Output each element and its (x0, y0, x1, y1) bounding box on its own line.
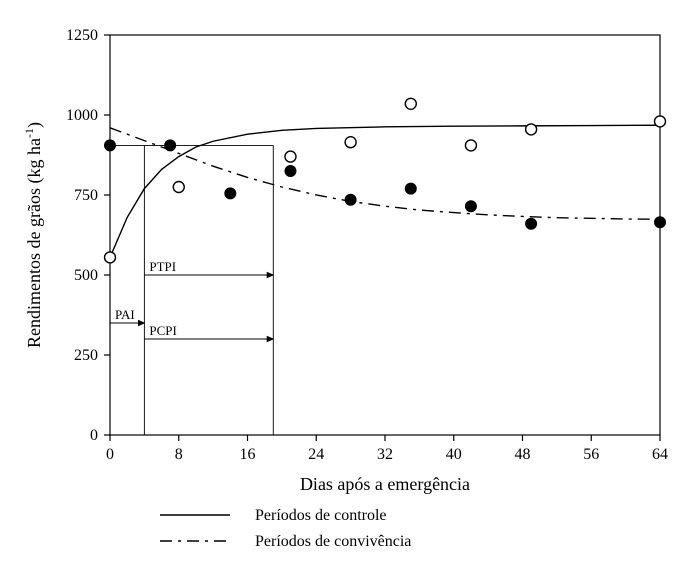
x-tick-label: 24 (308, 446, 324, 463)
marker-open (105, 252, 116, 263)
legend-label-1: Períodos de convivência (255, 533, 411, 550)
y-tick-label: 500 (74, 267, 98, 284)
y-axis-label: Rendimentos de grãos (kg ha-1) (22, 122, 45, 348)
x-tick-label: 40 (446, 446, 462, 463)
pai-label: PAI (115, 307, 135, 322)
ptpi-label: PTPI (149, 259, 176, 274)
marker-filled (526, 218, 537, 229)
x-tick-label: 64 (652, 446, 668, 463)
y-tick-label: 750 (74, 187, 98, 204)
marker-filled (105, 140, 116, 151)
x-axis-label: Dias após a emergência (300, 474, 470, 494)
marker-filled (405, 183, 416, 194)
x-tick-label: 16 (240, 446, 256, 463)
curve-convivencia (110, 128, 660, 220)
marker-filled (465, 201, 476, 212)
marker-filled (655, 217, 666, 228)
x-tick-label: 32 (377, 446, 393, 463)
x-tick-label: 0 (106, 446, 114, 463)
marker-filled (225, 188, 236, 199)
x-tick-label: 8 (175, 446, 183, 463)
y-tick-label: 1000 (66, 107, 98, 124)
marker-open (465, 140, 476, 151)
marker-open (285, 151, 296, 162)
marker-open (526, 124, 537, 135)
y-tick-label: 0 (90, 427, 98, 444)
marker-filled (285, 166, 296, 177)
x-tick-label: 48 (515, 446, 531, 463)
y-tick-label: 1250 (66, 27, 98, 44)
x-tick-label: 56 (583, 446, 599, 463)
marker-open (345, 137, 356, 148)
y-tick-label: 250 (74, 347, 98, 364)
marker-filled (165, 140, 176, 151)
marker-open (405, 98, 416, 109)
chart-svg: 0 8 16 24 32 40 48 56 64 0 250 500 750 1000 1250 Dias a… (0, 0, 696, 572)
pcpi-label: PCPI (149, 323, 176, 338)
legend-label-0: Períodos de controle (255, 507, 387, 524)
marker-filled (345, 194, 356, 205)
chart-container: 0 8 16 24 32 40 48 56 64 0 250 500 750 1000 1250 Dias a… (0, 0, 696, 572)
marker-open (655, 116, 666, 127)
marker-open (173, 182, 184, 193)
plot-frame (110, 35, 660, 435)
